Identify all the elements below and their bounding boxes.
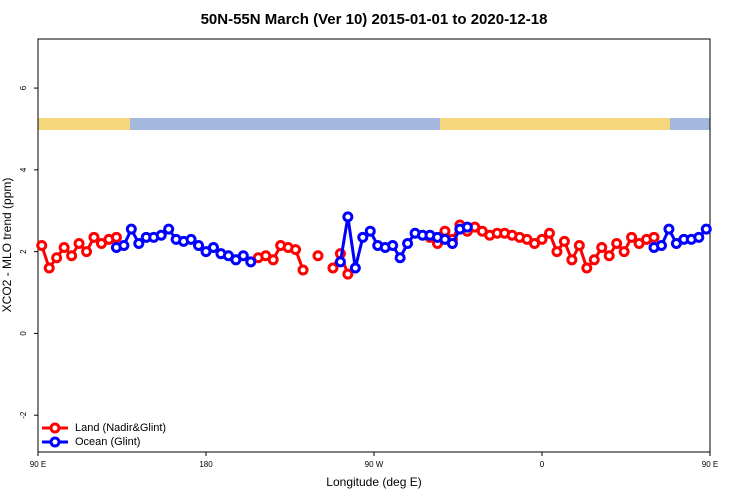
point: [66, 250, 78, 262]
y-tick-label: 4: [19, 167, 28, 172]
point: [364, 225, 376, 237]
legend-label: Land (Nadir&Glint): [75, 422, 166, 434]
point: [566, 254, 578, 266]
point: [402, 237, 414, 249]
point: [297, 264, 309, 276]
land-ocean-strip: [38, 118, 710, 130]
point: [290, 244, 302, 256]
point: [663, 223, 675, 235]
point: [551, 246, 563, 258]
x-tick-label: 180: [199, 460, 213, 469]
point: [267, 254, 279, 266]
point: [133, 237, 145, 249]
point: [342, 211, 354, 223]
x-tick-label: 90 E: [702, 460, 718, 469]
point: [334, 256, 346, 268]
point: [394, 252, 406, 264]
point: [349, 262, 361, 274]
point: [596, 242, 608, 254]
point: [237, 250, 249, 262]
point: [81, 246, 93, 258]
y-tick-label: 0: [19, 331, 28, 336]
point: [125, 223, 137, 235]
point: [36, 240, 48, 251]
point: [118, 240, 130, 251]
y-tick-label: 6: [19, 85, 28, 90]
legend-label: Ocean (Glint): [75, 436, 140, 448]
legend-marker: [49, 422, 61, 434]
point: [185, 233, 197, 245]
point: [207, 242, 219, 254]
point: [648, 231, 660, 243]
point: [110, 231, 122, 243]
y-tick-label: 2: [19, 249, 28, 254]
point: [693, 231, 705, 243]
point: [163, 223, 175, 235]
chart-title: 50N-55N March (Ver 10) 2015-01-01 to 202…: [201, 11, 548, 28]
point: [193, 240, 205, 251]
point: [700, 223, 712, 235]
point: [58, 242, 70, 254]
point: [88, 231, 100, 243]
point: [155, 229, 167, 241]
point: [611, 237, 623, 249]
point: [588, 254, 600, 266]
point: [73, 237, 85, 249]
point: [446, 237, 458, 249]
point: [51, 252, 63, 264]
x-axis-label: Longitude (deg E): [326, 475, 421, 489]
point: [43, 262, 55, 274]
point: [342, 268, 354, 280]
point: [461, 221, 473, 233]
point: [603, 250, 615, 262]
x-tick-label: 90 W: [365, 460, 384, 469]
x-tick-label: 90 E: [30, 460, 46, 469]
point: [543, 227, 555, 239]
point: [387, 240, 399, 251]
point: [245, 256, 257, 268]
point: [626, 231, 638, 243]
point: [573, 240, 585, 251]
y-axis-label: XCO2 - MLO trend (ppm): [0, 178, 14, 313]
point: [558, 235, 570, 247]
point: [312, 250, 324, 262]
point: [581, 262, 593, 274]
point: [618, 246, 630, 258]
point: [357, 231, 369, 243]
point: [655, 240, 667, 251]
x-tick-label: 0: [540, 460, 545, 469]
y-tick-label: -2: [19, 411, 28, 419]
point: [536, 233, 548, 245]
legend-marker: [49, 436, 61, 448]
point: [327, 262, 339, 274]
